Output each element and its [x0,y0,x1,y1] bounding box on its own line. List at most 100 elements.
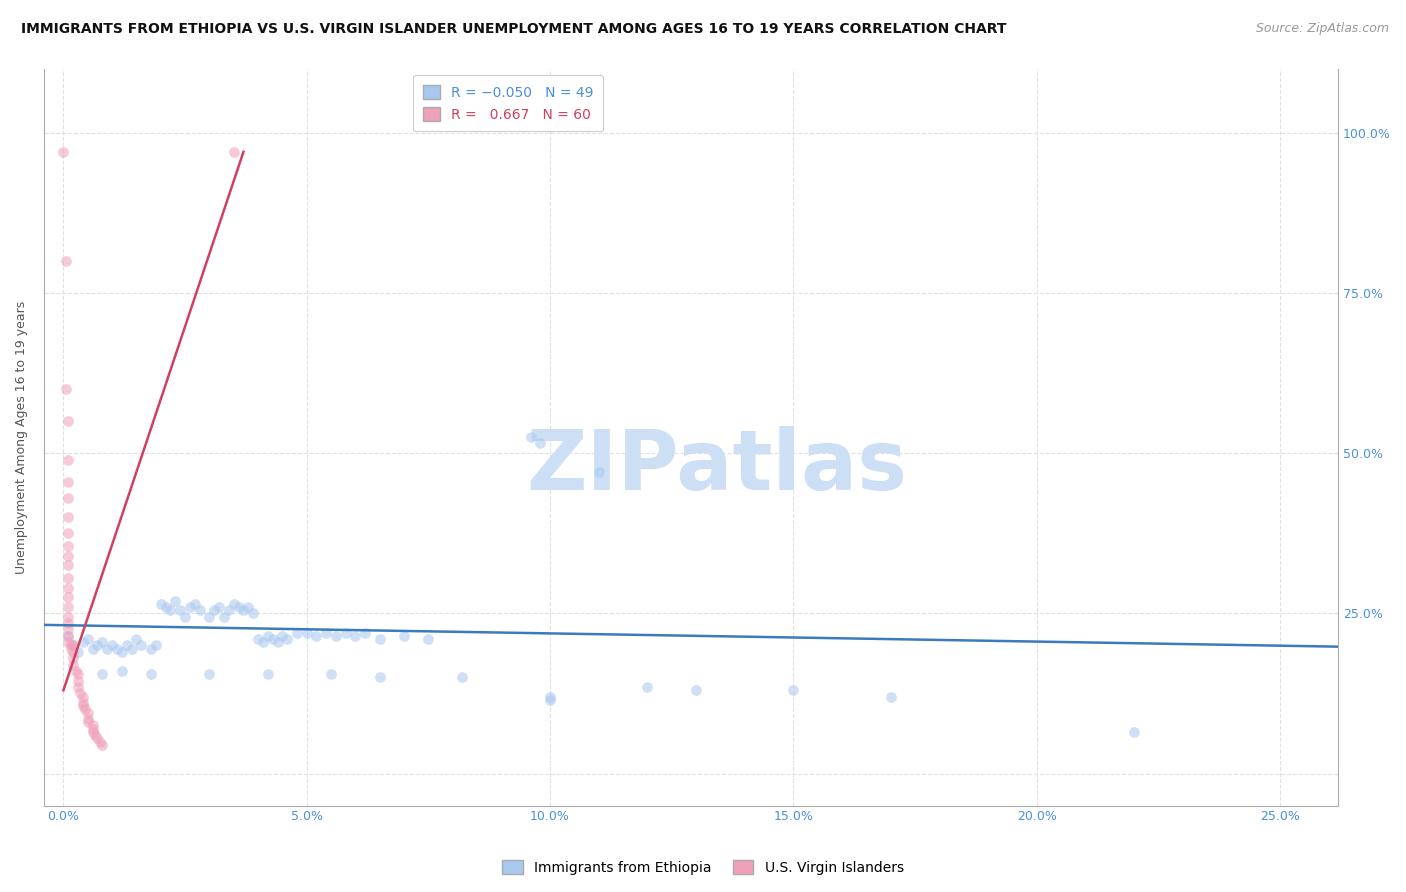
Point [82,722,104,736]
Point [271,629,294,643]
Point [368,632,391,646]
Point [174,609,197,624]
Point [319,667,342,681]
Point [91,667,114,681]
Point [418,632,440,646]
Point [519,430,541,444]
Point [121,641,143,656]
Point [58,549,80,563]
Point [115,639,138,653]
Point [252,635,274,649]
Point [202,603,225,617]
Point [222,145,245,159]
Point [58,452,80,467]
Point [1122,725,1144,739]
Point [58,623,80,637]
Point [76,706,98,720]
Point [145,639,167,653]
Point [139,641,162,656]
Point [62,639,84,653]
Point [879,690,901,704]
Point [368,670,391,684]
Point [354,625,377,640]
Point [101,639,124,653]
Point [84,728,107,742]
Point [55,253,77,268]
Point [52,145,75,159]
Point [96,641,118,656]
Point [149,597,172,611]
Point [55,382,77,396]
Point [58,591,80,605]
Point [76,715,98,730]
Point [58,510,80,524]
Y-axis label: Unemployment Among Ages 16 to 19 years: Unemployment Among Ages 16 to 19 years [15,301,28,574]
Point [392,629,415,643]
Point [129,639,152,653]
Point [636,680,658,694]
Point [315,625,337,640]
Point [262,632,284,646]
Point [66,645,89,659]
Point [111,664,134,678]
Text: IMMIGRANTS FROM ETHIOPIA VS U.S. VIRGIN ISLANDER UNEMPLOYMENT AMONG AGES 16 TO 1: IMMIGRANTS FROM ETHIOPIA VS U.S. VIRGIN … [21,22,1007,37]
Text: Source: ZipAtlas.com: Source: ZipAtlas.com [1256,22,1389,36]
Point [538,693,561,707]
Point [58,475,80,489]
Point [159,603,181,617]
Point [58,571,80,585]
Point [242,607,264,621]
Point [76,632,98,646]
Point [58,629,80,643]
Point [91,738,114,752]
Point [218,603,240,617]
Point [66,673,89,688]
Text: ZIPatlas: ZIPatlas [526,426,907,507]
Point [165,593,187,607]
Point [65,664,87,678]
Point [58,599,80,614]
Point [212,609,235,624]
Point [238,599,260,614]
Point [169,603,191,617]
Point [58,609,80,624]
Point [256,629,278,643]
Point [62,651,84,665]
Legend: R = −0.050   N = 49, R =   0.667   N = 60: R = −0.050 N = 49, R = 0.667 N = 60 [413,76,603,131]
Point [86,731,108,746]
Point [285,625,308,640]
Point [58,558,80,573]
Point [82,718,104,732]
Point [82,725,104,739]
Point [276,632,298,646]
Point [325,629,347,643]
Point [91,635,114,649]
Point [125,632,148,646]
Point [76,712,98,726]
Point [72,690,94,704]
Point [538,690,561,704]
Point [66,680,89,694]
Point [58,491,80,505]
Point [86,639,108,653]
Point [58,629,80,643]
Point [335,625,357,640]
Point [59,641,82,656]
Point [305,629,328,643]
Point [58,539,80,553]
Point [62,645,84,659]
Point [69,686,91,700]
Point [256,667,278,681]
Point [62,639,84,653]
Point [58,635,80,649]
Point [66,667,89,681]
Point [82,641,104,656]
Point [344,629,367,643]
Point [198,667,221,681]
Point [89,734,111,748]
Point [222,597,245,611]
Point [232,603,254,617]
Point [208,599,231,614]
Point [188,603,211,617]
Point [58,581,80,595]
